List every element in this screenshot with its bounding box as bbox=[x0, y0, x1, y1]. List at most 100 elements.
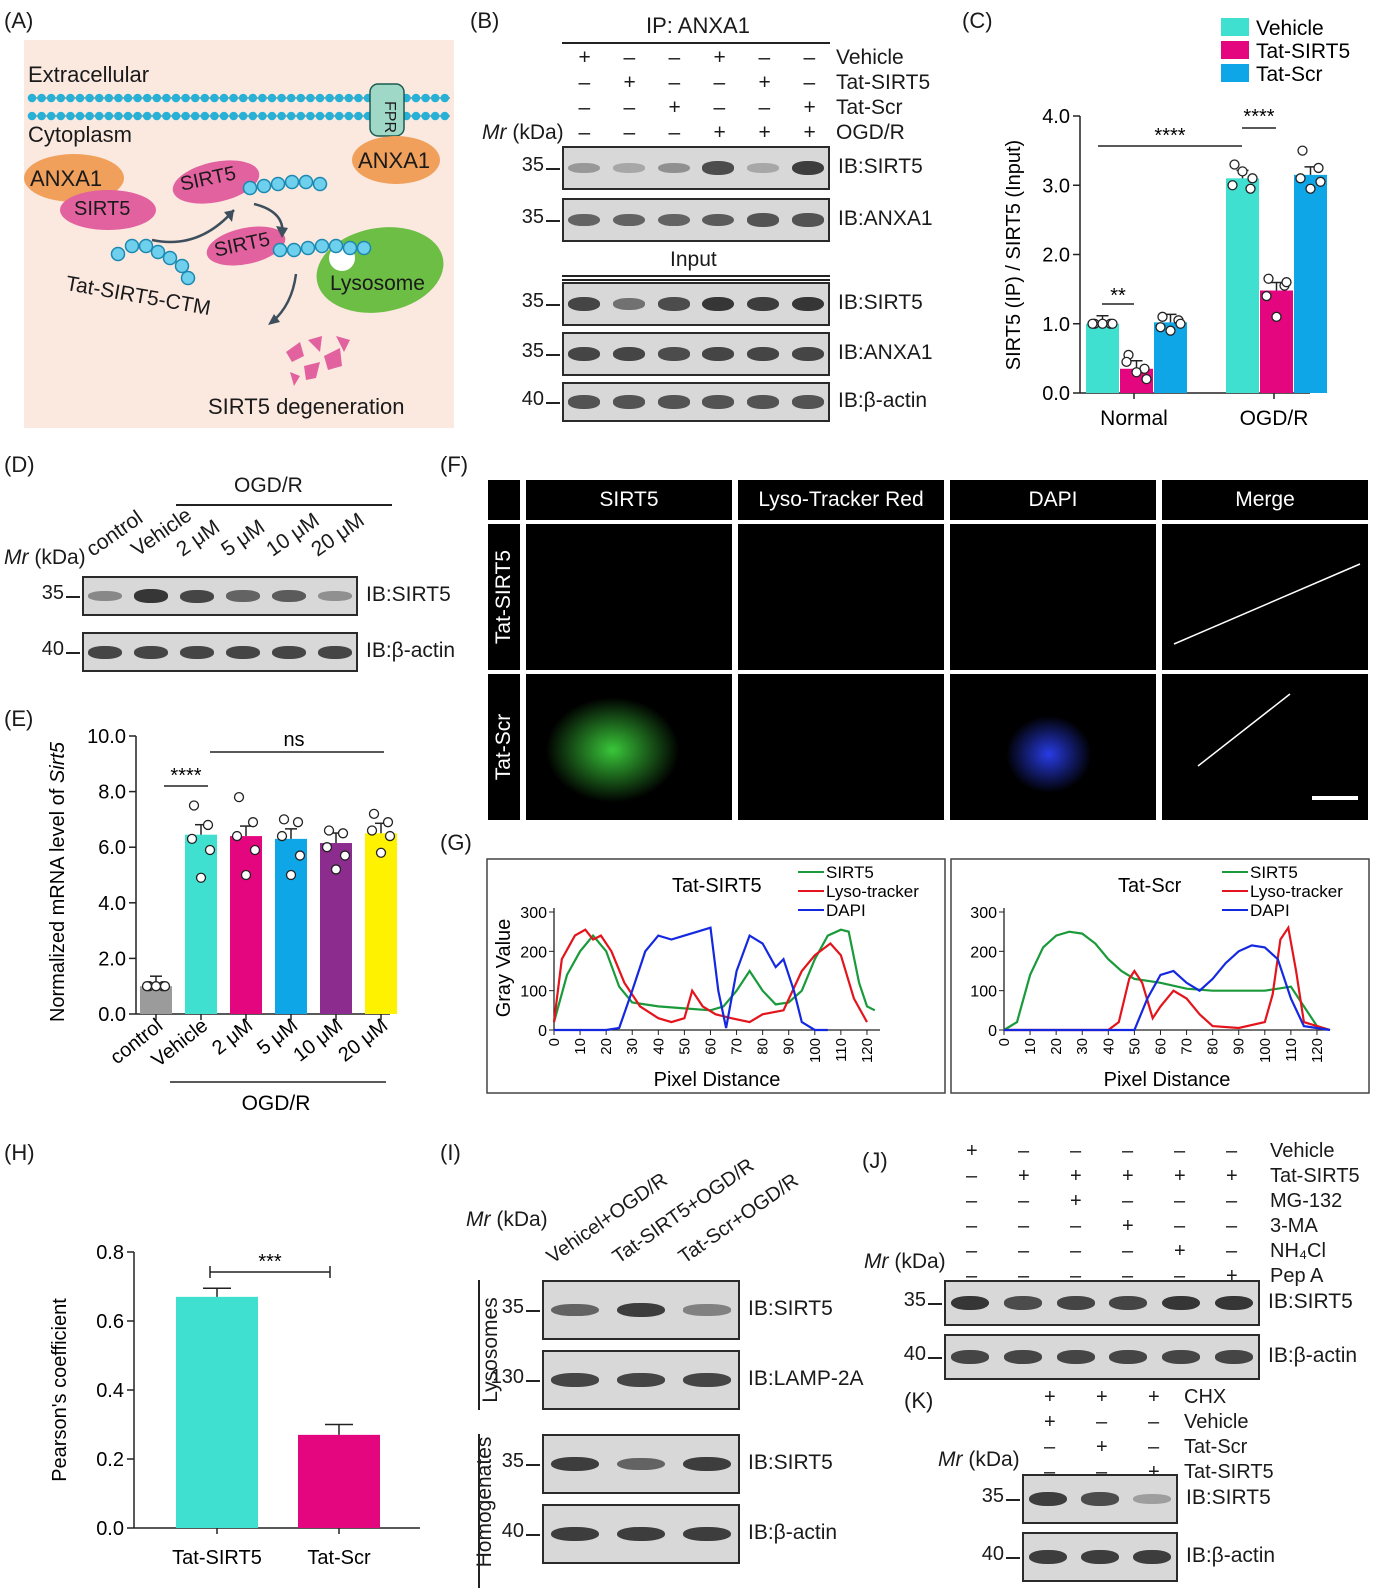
x-tick-label: 0 bbox=[546, 1038, 563, 1046]
peptide-bead bbox=[110, 246, 126, 262]
lane-label: 5 μM bbox=[217, 515, 270, 562]
blot-band bbox=[612, 395, 646, 409]
data-point bbox=[1313, 162, 1324, 174]
blot-label: IB:SIRT5 bbox=[1268, 1290, 1353, 1313]
kda-unit: (kDa) bbox=[888, 1250, 946, 1273]
blot-band bbox=[1133, 1494, 1171, 1504]
y-axis-label: Gray Value bbox=[493, 919, 515, 1018]
condition-sign: – bbox=[1070, 1215, 1082, 1237]
blot-label: IB:SIRT5 bbox=[366, 583, 451, 606]
mw-tick bbox=[526, 1464, 540, 1466]
membrane-bead bbox=[133, 93, 142, 103]
y-axis-label-gene: Sirt5 bbox=[47, 741, 69, 783]
membrane-bead bbox=[210, 111, 219, 121]
condition-sign: – bbox=[966, 1265, 978, 1287]
data-point bbox=[1261, 290, 1272, 302]
condition-sign: + bbox=[1018, 1165, 1030, 1187]
x-tick-label: 60 bbox=[702, 1038, 719, 1055]
series-line bbox=[552, 928, 868, 1024]
label-anxa1-left: ANXA1 bbox=[30, 166, 103, 191]
blot-band bbox=[746, 347, 780, 361]
blot-membrane bbox=[944, 1280, 1260, 1326]
legend-label: DAPI bbox=[1250, 901, 1290, 920]
data-point bbox=[240, 869, 252, 881]
y-tick-label: 100 bbox=[520, 984, 547, 1001]
ip-label: IP: ANXA1 bbox=[646, 13, 750, 38]
data-point bbox=[285, 869, 297, 881]
membrane-bead bbox=[430, 93, 440, 103]
condition-name: Tat-SIRT5 bbox=[1270, 1165, 1360, 1187]
sirt5-shape-left bbox=[60, 190, 156, 230]
x-tick-label: 70 bbox=[1179, 1038, 1196, 1055]
mr-kda-label: Mr (kDa) bbox=[482, 121, 564, 145]
condition-sign: – bbox=[1044, 1461, 1056, 1483]
membrane-bead bbox=[85, 111, 94, 121]
x-tick-label: 40 bbox=[650, 1038, 667, 1055]
mr-kda-label: Mr (kDa) bbox=[4, 546, 86, 570]
blot-band bbox=[683, 1304, 731, 1316]
blot-band bbox=[791, 160, 824, 176]
condition-sign: – bbox=[966, 1240, 978, 1262]
condition-name: Tat-Scr bbox=[1184, 1436, 1248, 1458]
arrow-3 bbox=[271, 273, 298, 323]
x-tick-label: 10 bbox=[1022, 1038, 1039, 1055]
sirt5-shape-top bbox=[172, 160, 260, 204]
membrane-bead bbox=[238, 111, 248, 121]
y-tick-label: 200 bbox=[970, 944, 997, 961]
blot-label: IB:SIRT5 bbox=[748, 1297, 833, 1320]
bar bbox=[1086, 323, 1119, 393]
panel-label-i: (I) bbox=[440, 1140, 461, 1165]
condition-sign: – bbox=[1070, 1265, 1082, 1287]
condition-sign: – bbox=[1018, 1190, 1030, 1212]
column-header: Merge bbox=[1162, 480, 1368, 520]
y-axis-label: Normalized mRNA level of Sirt5 bbox=[47, 741, 69, 1022]
blot-band bbox=[702, 347, 735, 361]
membrane-bead bbox=[277, 93, 286, 103]
membrane-bead bbox=[334, 111, 344, 121]
peptide-bead bbox=[272, 242, 288, 258]
blot-band bbox=[551, 1456, 599, 1472]
mw-tick bbox=[66, 596, 80, 598]
blot-band bbox=[568, 347, 601, 361]
condition-sign: – bbox=[758, 46, 771, 69]
mr-kda-label: Mr (kDa) bbox=[864, 1250, 946, 1274]
blot-band bbox=[318, 591, 352, 601]
blot-membrane bbox=[562, 198, 830, 242]
blot-band bbox=[1109, 1296, 1148, 1310]
x-category-label: 10 μM bbox=[289, 1015, 347, 1067]
membrane-bead bbox=[66, 111, 75, 121]
panel-label-f: (F) bbox=[440, 452, 469, 477]
blot-label: IB:SIRT5 bbox=[748, 1451, 833, 1474]
condition-sign: – bbox=[758, 96, 771, 119]
data-point bbox=[1131, 367, 1142, 378]
blot-band bbox=[746, 296, 780, 312]
membrane-bead bbox=[190, 111, 200, 121]
mw-tick bbox=[546, 304, 560, 306]
x-tick-label: 100 bbox=[807, 1038, 824, 1063]
blot-band bbox=[1214, 1350, 1253, 1364]
data-point bbox=[276, 830, 288, 842]
x-tick-label: 80 bbox=[755, 1038, 772, 1055]
data-point bbox=[1157, 311, 1168, 322]
blot-band bbox=[88, 645, 122, 659]
data-point bbox=[159, 981, 171, 992]
membrane-bead bbox=[210, 93, 219, 103]
arrow-1 bbox=[151, 209, 235, 244]
peptide-bead bbox=[162, 250, 178, 266]
membrane-bead bbox=[75, 93, 85, 103]
bar bbox=[185, 834, 217, 1014]
blot-label: IB:SIRT5 bbox=[1186, 1486, 1271, 1509]
chart-g-tat-sirt5: 0 100 200 300 0 10 20 30 40 50 60 70 80 90 100 110 120 Pi… bbox=[486, 858, 946, 1094]
chart-e: 0.0 2.0 4.0 6.0 8.0 10.0 Normalized mRNA level… bbox=[47, 726, 397, 1115]
x-tick-label: 40 bbox=[1100, 1038, 1117, 1055]
column-header: SIRT5 bbox=[526, 480, 732, 520]
blot-band bbox=[1004, 1350, 1042, 1364]
y-tick-label: 0.8 bbox=[96, 1242, 124, 1264]
mw-marker: 35 bbox=[521, 154, 544, 176]
blot-band bbox=[1214, 1295, 1253, 1311]
condition-sign: + bbox=[803, 121, 816, 144]
data-point bbox=[1141, 373, 1152, 385]
blot-band bbox=[612, 213, 646, 227]
membrane-bead bbox=[162, 93, 171, 103]
membrane-bead bbox=[421, 111, 430, 121]
